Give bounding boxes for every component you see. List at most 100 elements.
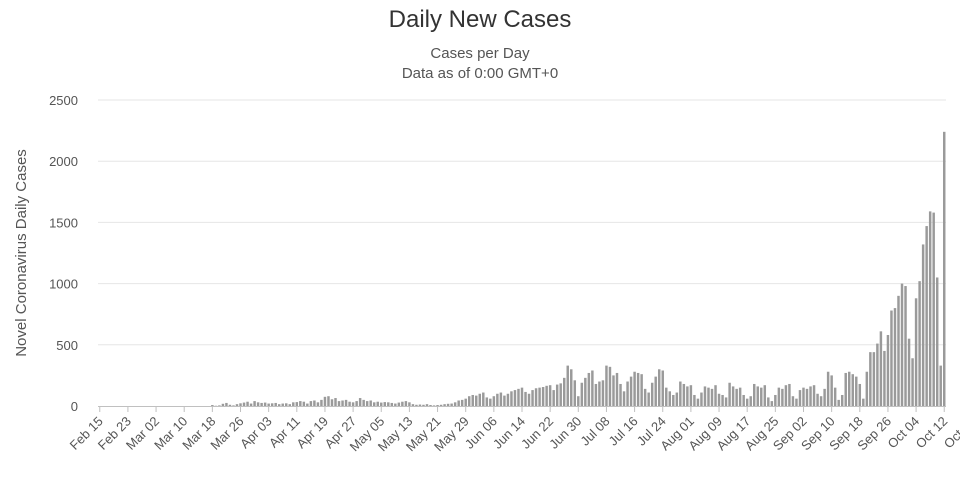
bar: [260, 402, 263, 406]
bar: [235, 404, 239, 406]
bar: [295, 402, 299, 406]
bar: [302, 401, 306, 406]
bar: [475, 395, 478, 406]
bar: [422, 404, 425, 406]
bar: [791, 396, 795, 406]
bar: [492, 396, 496, 406]
bar: [665, 387, 668, 406]
bar: [538, 387, 541, 406]
bar: [221, 403, 225, 406]
x-tick-label: Jun 30: [546, 414, 584, 452]
bar: [696, 398, 700, 406]
bar: [826, 371, 830, 406]
bar: [921, 244, 925, 406]
bar: [883, 350, 886, 406]
bar: [246, 401, 249, 406]
bar: [840, 394, 844, 406]
bar: [812, 385, 816, 406]
bar: [605, 365, 608, 406]
bar: [672, 394, 675, 406]
bar: [478, 393, 482, 406]
x-tick-label: Jul 08: [577, 414, 612, 449]
bar: [682, 383, 686, 406]
bar: [777, 387, 781, 406]
bar: [520, 387, 524, 406]
bar: [306, 403, 309, 406]
bar: [323, 396, 327, 406]
bar: [858, 383, 862, 406]
bar: [390, 402, 394, 406]
bar: [577, 396, 580, 406]
y-tick-label: 500: [56, 338, 78, 353]
bar: [742, 394, 745, 406]
bar: [496, 393, 499, 406]
bar: [239, 403, 242, 406]
bar: [541, 387, 545, 406]
bar: [471, 394, 474, 406]
bar: [277, 404, 281, 406]
bar: [358, 398, 362, 406]
bar: [700, 392, 703, 406]
bar: [443, 404, 446, 406]
bar: [738, 387, 742, 406]
bar: [292, 402, 295, 406]
bar: [668, 391, 672, 406]
bar: [636, 372, 640, 406]
bar: [774, 394, 777, 406]
bar: [594, 383, 598, 406]
y-tick-label: 0: [71, 399, 78, 414]
bar: [365, 401, 369, 406]
bar: [862, 398, 865, 406]
bar: [397, 402, 401, 406]
bar: [320, 399, 323, 406]
bar: [760, 387, 763, 406]
bar: [334, 398, 337, 406]
bar: [337, 401, 341, 406]
bar: [900, 283, 904, 406]
bar: [643, 388, 647, 406]
bar: [598, 381, 601, 406]
x-tick-label: Apr 03: [237, 414, 275, 452]
bar: [809, 386, 812, 406]
bar: [429, 405, 432, 406]
bar: [253, 401, 256, 406]
bar: [770, 401, 774, 406]
bar: [876, 343, 879, 406]
bar: [833, 387, 837, 406]
bar: [584, 377, 587, 406]
bar: [837, 399, 840, 406]
bar: [805, 388, 809, 406]
bar: [784, 385, 788, 406]
bar: [249, 403, 253, 406]
bar: [267, 403, 270, 406]
bar: [348, 401, 351, 406]
bar: [482, 392, 485, 406]
bar: [439, 404, 443, 406]
y-axis-label: Novel Coronavirus Daily Cases: [13, 149, 30, 357]
bar: [555, 384, 559, 406]
y-axis-ticks: 0 500 1000 1500 2000 2500: [49, 93, 78, 414]
x-tick-label: Jul 16: [606, 414, 641, 449]
bar: [446, 403, 450, 406]
bar: [513, 390, 517, 406]
bar: [675, 392, 679, 406]
bar: [633, 371, 636, 406]
chart-title: Daily New Cases: [388, 6, 572, 33]
bar: [886, 335, 890, 406]
bar: [457, 400, 460, 406]
bar: [879, 331, 883, 406]
bar: [928, 211, 932, 406]
bar: [689, 385, 693, 406]
bar: [394, 403, 397, 406]
bar: [503, 395, 506, 406]
bar: [281, 403, 284, 406]
bar: [506, 393, 510, 406]
bar: [714, 385, 717, 406]
bar: [432, 405, 436, 406]
bar: [341, 400, 344, 406]
bar: [749, 396, 752, 406]
bar: [467, 396, 471, 406]
bar: [679, 381, 682, 406]
bar: [802, 387, 805, 406]
